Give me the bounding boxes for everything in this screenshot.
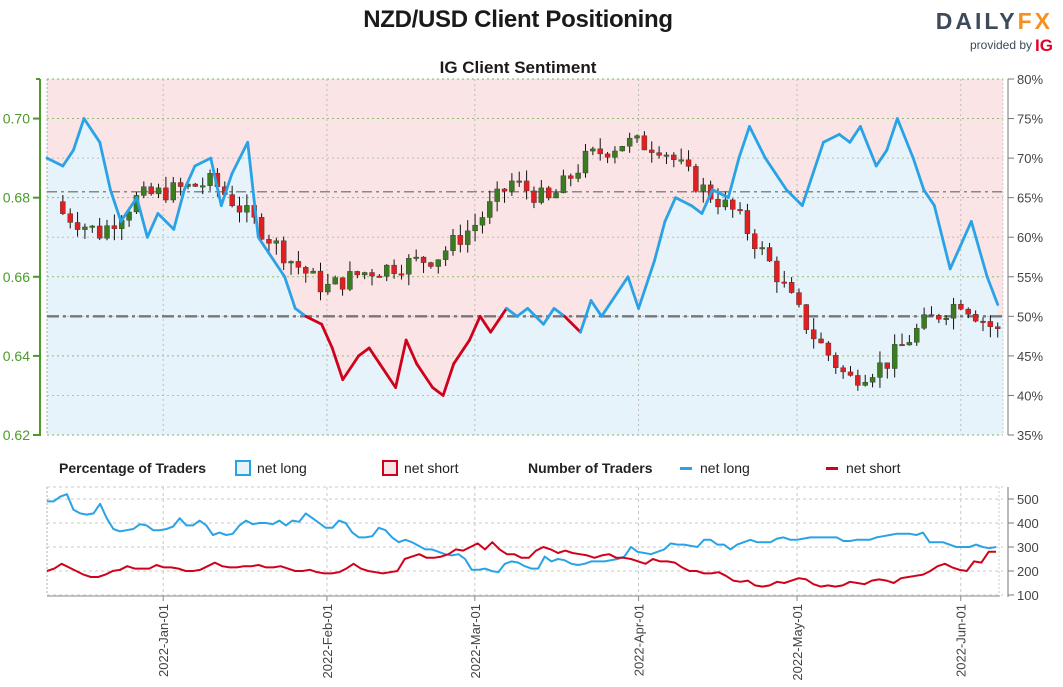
count-tick-label: 300: [1017, 540, 1039, 555]
count-tick-label: 200: [1017, 564, 1039, 579]
legend-pct-long: net long: [235, 458, 307, 478]
logo-provided-by: provided by IG: [970, 36, 1053, 55]
net-long-swatch-icon: [235, 460, 251, 476]
legend-num-long: net long: [680, 458, 750, 478]
legend-num-short: net short: [826, 458, 900, 478]
percent-tick-label: 65%: [1017, 191, 1043, 206]
price-tick-label: 0.68: [3, 190, 30, 206]
legend-pct-heading: Percentage of Traders: [59, 460, 207, 476]
ig-logo: IG: [1035, 36, 1053, 55]
count-tick-label: 400: [1017, 516, 1039, 531]
net-short-swatch-icon: [382, 460, 398, 476]
price-tick-label: 0.62: [3, 427, 30, 443]
date-tick-label: 2022-Apr-01: [632, 604, 647, 676]
net-long-line-icon: [680, 466, 692, 470]
dailyfx-logo: DAILYFX provided by IG: [933, 8, 1053, 55]
percent-tick-label: 35%: [1017, 428, 1043, 443]
percent-tick-label: 80%: [1017, 72, 1043, 87]
date-tick-label: 2022-Jan-01: [156, 604, 171, 677]
date-tick-label: 2022-May-01: [790, 604, 805, 681]
count-tick-label: 100: [1017, 588, 1039, 603]
price-tick-label: 0.66: [3, 269, 30, 285]
count-tick-label: 500: [1017, 492, 1039, 507]
percent-tick-label: 75%: [1017, 112, 1043, 127]
net-short-line-icon: [826, 466, 838, 470]
date-tick-label: 2022-Feb-01: [320, 604, 335, 678]
percent-tick-label: 55%: [1017, 270, 1043, 285]
date-tick-label: 2022-Mar-01: [468, 604, 483, 678]
price-tick-label: 0.70: [3, 111, 30, 127]
legend-percentage: Percentage of Traders: [59, 458, 206, 478]
price-tick-label: 0.64: [3, 348, 30, 364]
legend-number: Number of Traders: [528, 458, 652, 478]
percent-tick-label: 45%: [1017, 349, 1043, 364]
percent-tick-label: 40%: [1017, 388, 1043, 403]
date-tick-label: 2022-Jun-01: [954, 604, 969, 677]
percent-tick-label: 50%: [1017, 309, 1043, 324]
chart-title: NZD/USD Client Positioning: [363, 6, 673, 33]
logo-brand: DAILYFX: [935, 8, 1053, 34]
legend-num-heading: Number of Traders: [528, 460, 653, 476]
percent-tick-label: 60%: [1017, 230, 1043, 245]
chart-subtitle: IG Client Sentiment: [439, 58, 597, 77]
percent-tick-label: 70%: [1017, 151, 1043, 166]
legend-pct-short: net short: [382, 458, 458, 478]
